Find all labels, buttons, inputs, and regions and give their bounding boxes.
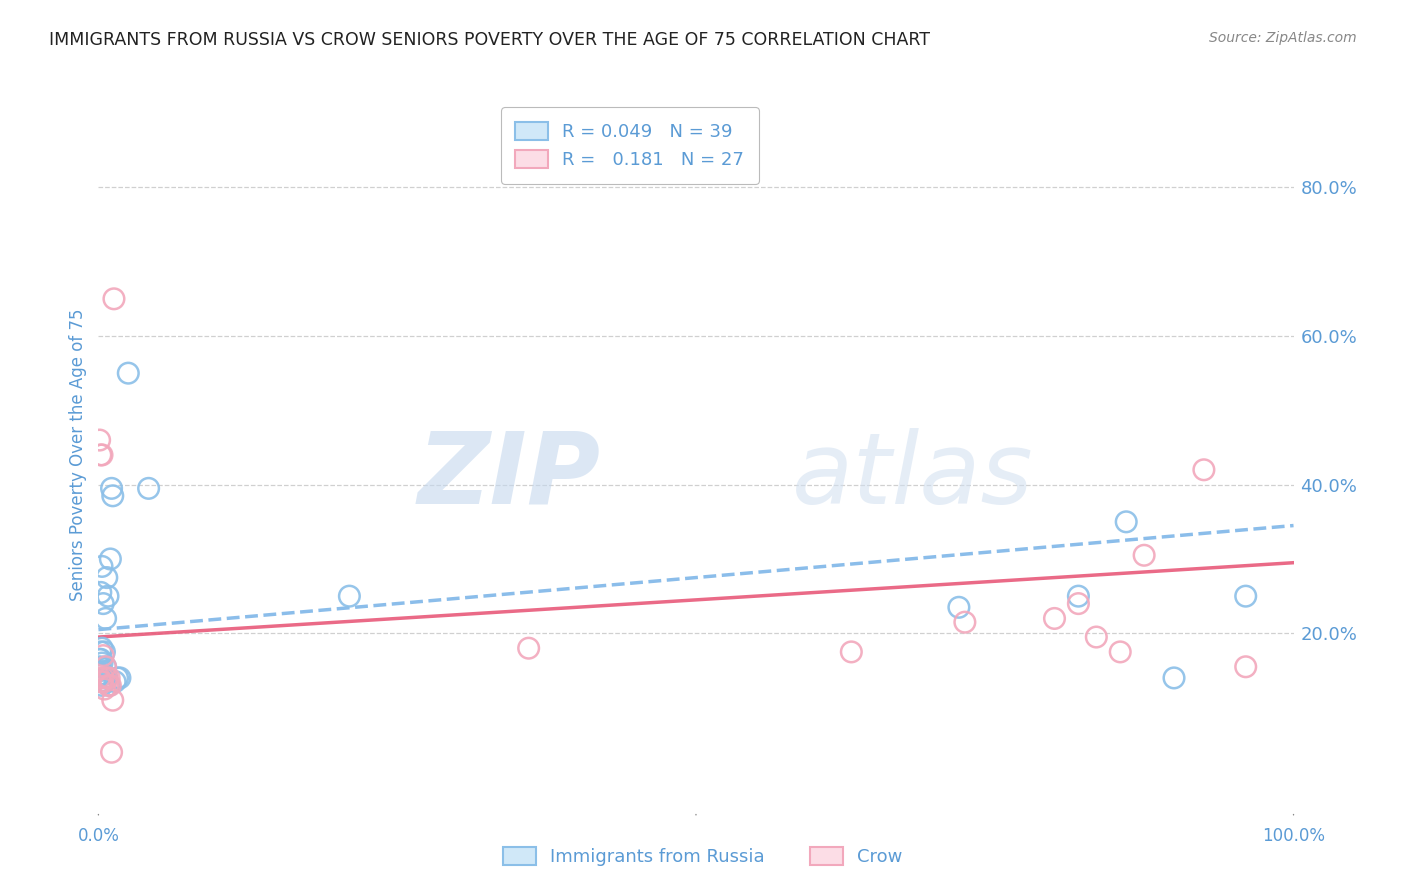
Point <box>948 600 970 615</box>
Point <box>89 660 111 674</box>
Point <box>1109 645 1132 659</box>
Point <box>1115 515 1137 529</box>
Point <box>1163 671 1185 685</box>
Point <box>89 667 111 681</box>
Point <box>1067 597 1090 611</box>
Point <box>841 645 863 659</box>
Text: IMMIGRANTS FROM RUSSIA VS CROW SENIORS POVERTY OVER THE AGE OF 75 CORRELATION CH: IMMIGRANTS FROM RUSSIA VS CROW SENIORS P… <box>49 31 931 49</box>
Point <box>93 645 115 659</box>
Text: atlas: atlas <box>792 428 1033 524</box>
Point <box>100 482 122 496</box>
Point <box>98 552 122 566</box>
Point <box>100 745 122 759</box>
Point <box>101 489 124 503</box>
Point <box>339 589 360 603</box>
Point <box>101 693 124 707</box>
Point <box>91 667 114 681</box>
Point <box>108 671 131 685</box>
Point <box>96 671 118 685</box>
Point <box>90 664 112 678</box>
Point <box>98 678 122 692</box>
Legend: R = 0.049   N = 39, R =   0.181   N = 27: R = 0.049 N = 39, R = 0.181 N = 27 <box>501 107 759 184</box>
Point <box>91 667 114 681</box>
Legend: Immigrants from Russia, Crow: Immigrants from Russia, Crow <box>491 834 915 879</box>
Point <box>953 615 976 630</box>
Point <box>138 482 160 496</box>
Point <box>93 681 115 696</box>
Point <box>103 292 125 306</box>
Text: 100.0%: 100.0% <box>1263 827 1324 845</box>
Point <box>90 674 112 689</box>
Point <box>104 674 127 689</box>
Point <box>90 674 112 689</box>
Point <box>89 652 111 666</box>
Point <box>91 448 114 462</box>
Point <box>96 671 118 685</box>
Point <box>1192 463 1215 477</box>
Point <box>1043 611 1066 625</box>
Point <box>91 559 114 574</box>
Point <box>1085 630 1108 644</box>
Point <box>517 641 540 656</box>
Point <box>94 671 117 685</box>
Point <box>90 448 112 462</box>
Text: 0.0%: 0.0% <box>77 827 120 845</box>
Point <box>107 671 129 685</box>
Point <box>94 660 117 674</box>
Point <box>89 671 111 685</box>
Point <box>97 589 120 603</box>
Point <box>91 597 114 611</box>
Point <box>97 678 120 692</box>
Point <box>91 641 114 656</box>
Point <box>117 366 139 380</box>
Point <box>90 585 112 599</box>
Point <box>91 656 114 670</box>
Point <box>1133 548 1156 563</box>
Point <box>91 671 114 685</box>
Text: ZIP: ZIP <box>418 428 600 524</box>
Point <box>91 648 114 663</box>
Point <box>98 671 121 685</box>
Text: Source: ZipAtlas.com: Source: ZipAtlas.com <box>1209 31 1357 45</box>
Point <box>89 433 111 447</box>
Point <box>96 571 118 585</box>
Point <box>94 611 117 625</box>
Point <box>91 674 114 689</box>
Point <box>91 678 114 692</box>
Point <box>90 652 112 666</box>
Point <box>98 678 121 692</box>
Point <box>1067 589 1090 603</box>
Point <box>93 674 115 689</box>
Point <box>90 645 112 659</box>
Point <box>1234 589 1257 603</box>
Point <box>94 660 117 674</box>
Point <box>1234 660 1257 674</box>
Y-axis label: Seniors Poverty Over the Age of 75: Seniors Poverty Over the Age of 75 <box>69 309 87 601</box>
Point <box>91 674 114 689</box>
